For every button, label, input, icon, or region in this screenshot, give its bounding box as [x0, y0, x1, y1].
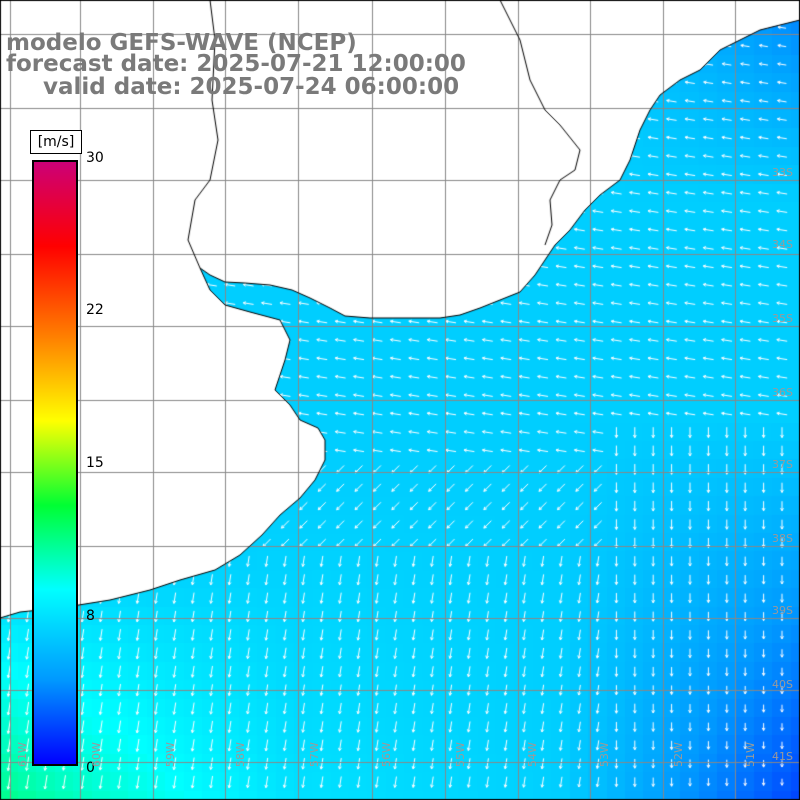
colorbar-tick-0: 0: [86, 760, 95, 776]
forecast-date: forecast date: 2025-07-21 12:00:00: [6, 51, 466, 77]
lat-label: 38S: [772, 532, 793, 545]
lat-label: 36S: [772, 386, 793, 399]
lat-label: 41S: [772, 750, 793, 763]
lat-label: 40S: [772, 678, 793, 691]
colorbar-tick-30: 30: [86, 150, 104, 166]
lon-label: 58W: [233, 742, 247, 767]
model-title: modelo GEFS-WAVE (NCEP): [6, 30, 357, 56]
lon-label: 56W: [379, 742, 393, 767]
lon-label: 52W: [671, 742, 685, 767]
lat-label: 33S: [772, 166, 793, 179]
lon-label: 61W: [15, 742, 29, 767]
lon-label: 54W: [525, 742, 539, 767]
lon-label: 53W: [597, 742, 611, 767]
lon-label: 60W: [89, 742, 103, 767]
lat-label: 34S: [772, 238, 793, 251]
colorbar-tick-8: 8: [86, 608, 95, 624]
lon-label: 51W: [743, 742, 757, 767]
lon-label: 57W: [307, 742, 321, 767]
valid-date: valid date: 2025-07-24 06:00:00: [43, 74, 460, 100]
lat-label: 39S: [772, 604, 793, 617]
colorbar-unit: [m/s]: [30, 130, 82, 154]
colorbar-tick-15: 15: [86, 455, 104, 471]
lat-label: 37S: [772, 458, 793, 471]
lon-label: 55W: [453, 742, 467, 767]
lon-label: 59W: [163, 742, 177, 767]
colorbar: [32, 160, 78, 766]
colorbar-tick-22: 22: [86, 302, 104, 318]
lat-label: 35S: [772, 312, 793, 325]
